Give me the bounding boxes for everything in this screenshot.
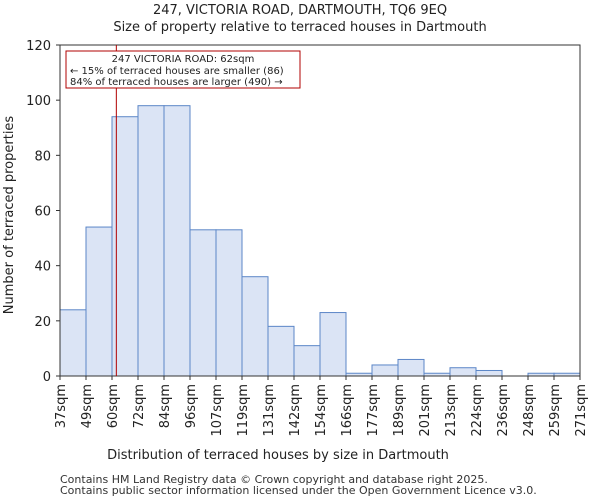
x-tick-label: 213sqm bbox=[444, 384, 459, 437]
annotation-line-1: 247 VICTORIA ROAD: 62sqm bbox=[112, 54, 255, 65]
plot-frame bbox=[59, 44, 581, 377]
histogram-bar bbox=[163, 105, 191, 377]
histogram-bar bbox=[215, 229, 243, 377]
x-tick-label: 72sqm bbox=[132, 384, 147, 428]
footer-line-1: Contains HM Land Registry data © Crown c… bbox=[60, 473, 488, 486]
chart-title: 247, VICTORIA ROAD, DARTMOUTH, TQ6 9EQ bbox=[153, 3, 447, 18]
y-tick-label: 40 bbox=[34, 260, 51, 275]
annotation-box: 247 VICTORIA ROAD: 62sqm ← 15% of terrac… bbox=[65, 50, 301, 89]
histogram-bar bbox=[475, 369, 503, 377]
x-tick-label: 60sqm bbox=[106, 384, 121, 428]
x-tick-label: 154sqm bbox=[314, 384, 329, 437]
histogram-bar bbox=[267, 325, 295, 377]
y-tick-label: 0 bbox=[43, 370, 51, 385]
x-tick-label: 84sqm bbox=[158, 384, 173, 428]
histogram-bar bbox=[449, 367, 477, 377]
y-tick-label: 20 bbox=[34, 315, 51, 330]
x-tick-label: 131sqm bbox=[262, 384, 277, 437]
x-tick-label: 248sqm bbox=[522, 384, 537, 437]
annotation-line-2: ← 15% of terraced houses are smaller (86… bbox=[70, 66, 284, 77]
x-axis-ticks: 37sqm 49sqm 60sqm 72sqm 84sqm 96sqm 107sqm 119s… bbox=[54, 376, 589, 437]
histogram-bar bbox=[371, 364, 399, 377]
histogram-bar bbox=[189, 229, 217, 377]
x-tick-label: 119sqm bbox=[236, 384, 251, 437]
histogram-bar bbox=[137, 105, 165, 377]
y-tick-label: 100 bbox=[26, 94, 51, 109]
x-tick-label: 49sqm bbox=[80, 384, 95, 428]
y-tick-label: 120 bbox=[26, 39, 51, 54]
bars-group bbox=[59, 105, 581, 377]
chart-subtitle: Size of property relative to terraced ho… bbox=[113, 20, 486, 35]
histogram-bar bbox=[85, 226, 113, 377]
x-tick-label: 166sqm bbox=[340, 384, 355, 437]
x-tick-label: 96sqm bbox=[184, 384, 199, 428]
y-tick-label: 60 bbox=[34, 205, 51, 220]
x-tick-label: 107sqm bbox=[210, 384, 225, 437]
histogram-bar bbox=[397, 358, 425, 377]
x-tick-label: 37sqm bbox=[54, 384, 69, 428]
histogram-bar bbox=[241, 276, 269, 377]
annotation-line-3: 84% of terraced houses are larger (490) … bbox=[70, 77, 283, 88]
histogram-bar bbox=[319, 312, 347, 377]
x-tick-label: 224sqm bbox=[470, 384, 485, 437]
x-tick-label: 189sqm bbox=[392, 384, 407, 437]
y-axis-label: Number of terraced properties bbox=[2, 116, 17, 315]
x-tick-label: 236sqm bbox=[496, 384, 511, 437]
x-tick-label: 271sqm bbox=[574, 384, 589, 437]
histogram-bar bbox=[293, 345, 321, 377]
footer-line-2: Contains public sector information licen… bbox=[60, 484, 537, 497]
x-axis-label: Distribution of terraced houses by size … bbox=[107, 448, 449, 463]
y-axis-ticks: 0 20 40 60 80 100 120 bbox=[26, 39, 60, 385]
x-tick-label: 177sqm bbox=[366, 384, 381, 437]
histogram-bar bbox=[59, 309, 87, 377]
y-tick-label: 80 bbox=[34, 149, 51, 164]
x-tick-label: 142sqm bbox=[288, 384, 303, 437]
x-tick-label: 201sqm bbox=[418, 384, 433, 437]
x-tick-label: 259sqm bbox=[548, 384, 563, 437]
